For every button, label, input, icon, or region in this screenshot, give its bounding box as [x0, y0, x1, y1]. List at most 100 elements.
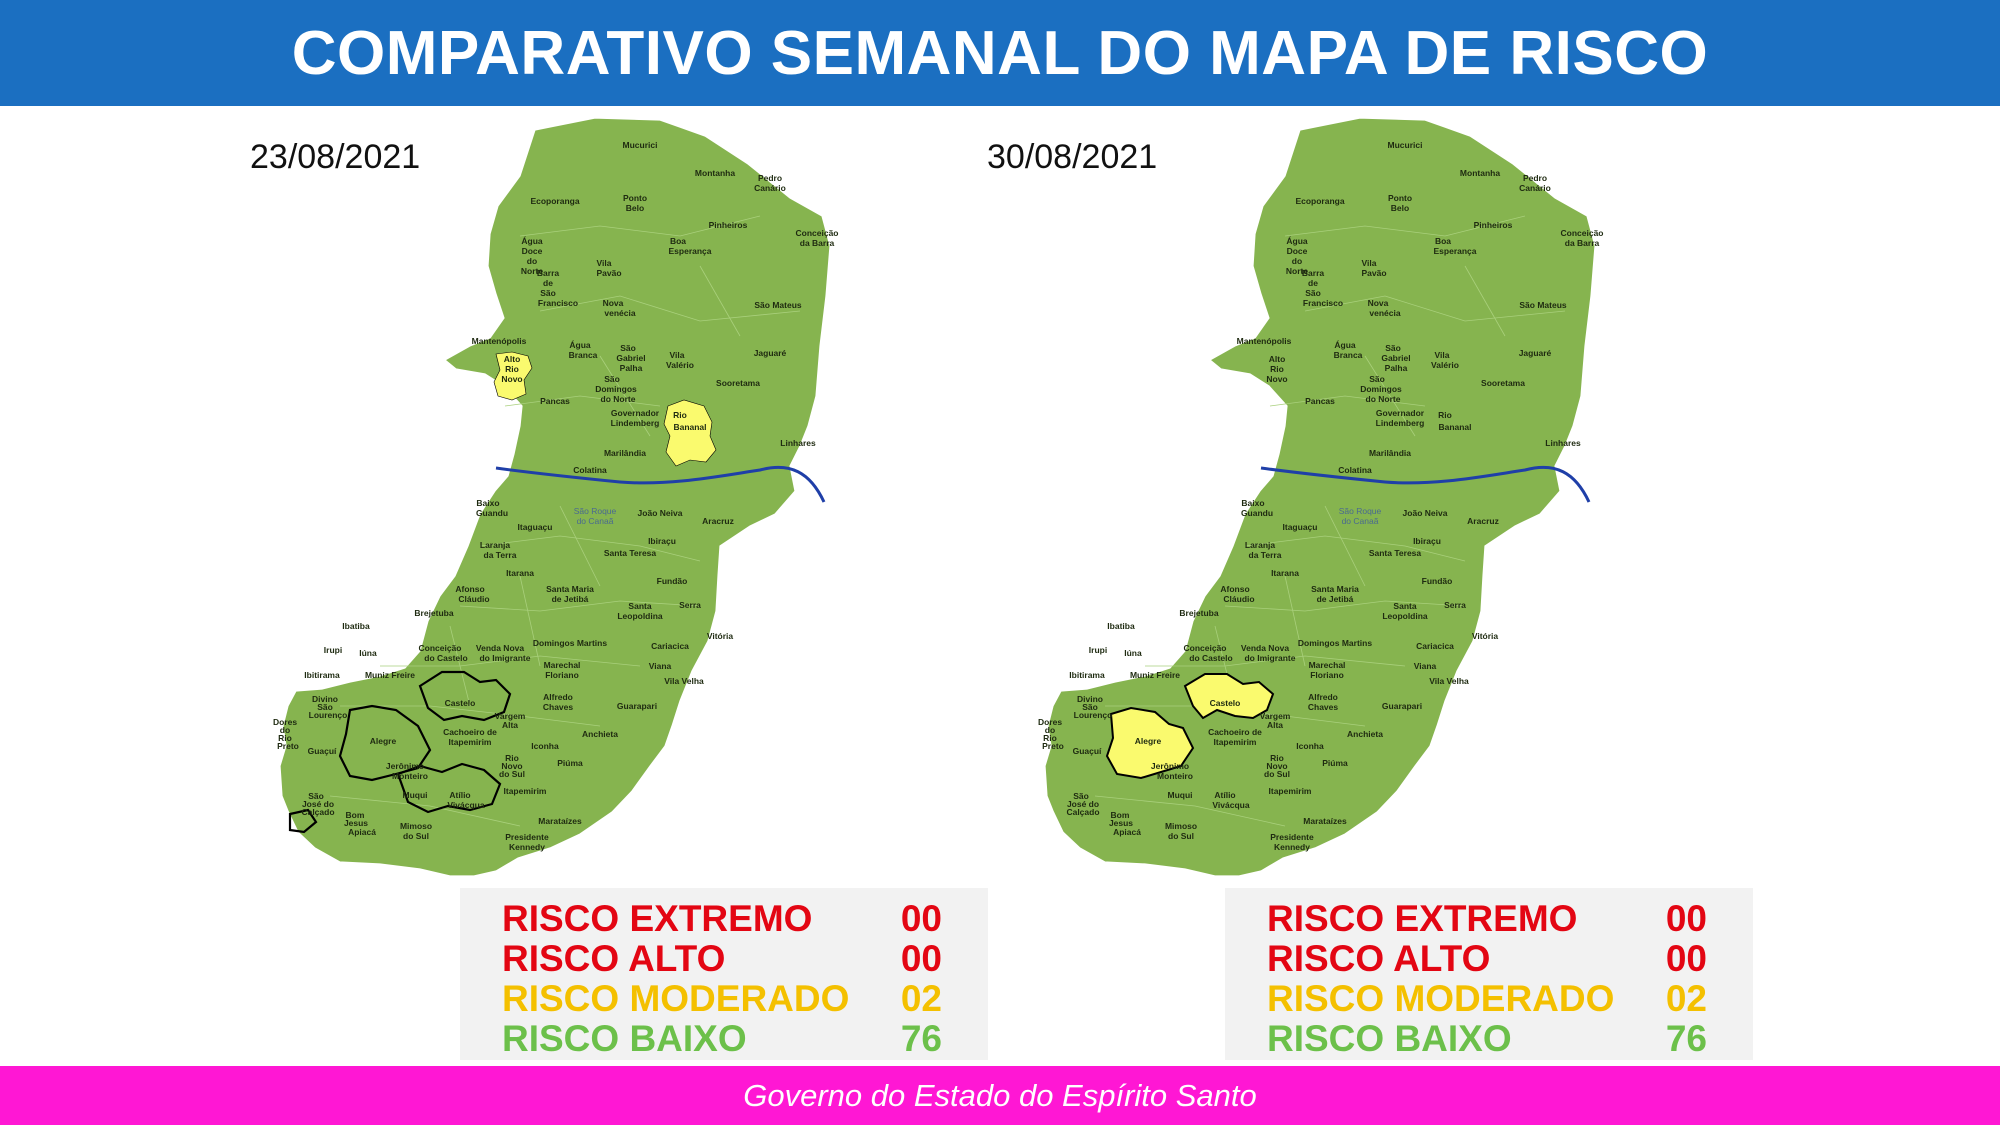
- municipality-label: Irupi: [1089, 645, 1107, 655]
- municipality-label: Itaguaçu: [1283, 522, 1318, 532]
- municipality-label: Santa Maria: [546, 584, 594, 594]
- legend-label: RISCO EXTREMO: [1267, 898, 1578, 939]
- municipality-label: Gabriel: [1381, 353, 1410, 363]
- municipality-label: Pinheiros: [1474, 220, 1513, 230]
- municipality-label: Nova: [1368, 298, 1389, 308]
- municipality-label: Doce: [1287, 246, 1308, 256]
- municipality-label: Guarapari: [1382, 701, 1422, 711]
- municipality-label: do Norte: [1366, 394, 1401, 404]
- municipality-label: Santa Teresa: [604, 548, 657, 558]
- municipality-label: Nova: [603, 298, 624, 308]
- municipality-label: Monteiro: [1157, 771, 1193, 781]
- municipality-label: José do: [1067, 799, 1099, 809]
- river-doce: [495, 465, 826, 503]
- municipality-label: Ibatiba: [1107, 621, 1135, 631]
- municipality-label: Rio: [505, 753, 519, 763]
- municipality-label: Castelo: [445, 698, 476, 708]
- municipality-label: Pedro: [1523, 173, 1547, 183]
- municipality-label: Esperança: [669, 246, 712, 256]
- municipality-label: Marechal: [1309, 660, 1346, 670]
- municipality-label: Marataízes: [538, 816, 582, 826]
- municipality-label: Apiacá: [348, 827, 376, 837]
- municipality-label: da Terra: [1249, 550, 1282, 560]
- municipality-label: Conceição: [1184, 643, 1227, 653]
- municipality-label: Viana: [1414, 661, 1437, 671]
- municipality-label: Santa: [1393, 601, 1416, 611]
- municipality-label: Mimoso: [1165, 821, 1197, 831]
- legend-row-moderado: RISCO MODERADO 02: [502, 978, 942, 1019]
- footer-text: Governo do Estado do Espírito Santo: [743, 1077, 1257, 1113]
- municipality-label: da Terra: [484, 550, 517, 560]
- municipality-label: do Norte: [601, 394, 636, 404]
- legend-row-extremo: RISCO EXTREMO 00: [502, 898, 942, 939]
- municipality-label: Guaçuí: [308, 746, 337, 756]
- river-doce: [1260, 465, 1591, 503]
- municipality-label: do Canaã: [1342, 516, 1379, 526]
- municipality-label: Santa Maria: [1311, 584, 1359, 594]
- municipality-label: do Sul: [1168, 831, 1194, 841]
- municipality-label: Preto: [1042, 741, 1064, 751]
- municipality-label: Guandu: [476, 508, 508, 518]
- municipality-label: Esperança: [1434, 246, 1477, 256]
- legend-label: RISCO BAIXO: [502, 1018, 747, 1059]
- municipality-label: do: [527, 256, 537, 266]
- municipality-label: Presidente: [1270, 832, 1314, 842]
- municipality-label: da Barra: [1565, 238, 1600, 248]
- municipality-label: Muqui: [402, 790, 427, 800]
- municipality-label: Rio: [1270, 753, 1284, 763]
- page-title: COMPARATIVO SEMANAL DO MAPA DE RISCO: [291, 18, 1709, 88]
- municipality-label: do Castelo: [424, 653, 467, 663]
- legend-label: RISCO ALTO: [1267, 938, 1491, 979]
- legend-label: RISCO EXTREMO: [502, 898, 813, 939]
- municipality-label: Palha: [620, 363, 643, 373]
- municipality-label: Bananal: [1438, 422, 1471, 432]
- municipality-label: Vitória: [707, 631, 734, 641]
- legend-value: 02: [1665, 978, 1707, 1019]
- municipality-label: Rio: [1043, 733, 1057, 743]
- municipality-label: Marechal: [544, 660, 581, 670]
- municipality-label: Canário: [1519, 183, 1551, 193]
- municipality-label: Ponto: [1388, 193, 1412, 203]
- municipality-label: Mucurici: [623, 140, 658, 150]
- legend-value: 00: [900, 898, 942, 939]
- municipality-label: Calçado: [1066, 807, 1099, 817]
- municipality-label: Pancas: [540, 396, 570, 406]
- municipality-label: Branca: [1334, 350, 1363, 360]
- municipality-label: Domingos: [1360, 384, 1402, 394]
- municipality-label: Alfredo: [543, 692, 573, 702]
- municipality-label: de: [543, 278, 553, 288]
- municipality-label: Serra: [679, 600, 701, 610]
- municipality-label: Guaçuí: [1073, 746, 1102, 756]
- municipality-label: Alto: [1269, 354, 1286, 364]
- municipality-label: Bom: [346, 810, 365, 820]
- municipality-label: Norte: [1286, 266, 1308, 276]
- municipality-label: Aracruz: [702, 516, 734, 526]
- municipality-label: Ponto: [623, 193, 647, 203]
- municipality-label: Atílio: [1214, 790, 1235, 800]
- date-label: 23/08/2021: [250, 138, 421, 176]
- municipality-label: do: [280, 725, 290, 735]
- municipality-label: de: [1308, 278, 1318, 288]
- municipality-label: Ibatiba: [342, 621, 370, 631]
- municipality-label: Piúma: [1322, 758, 1348, 768]
- municipality-label: São: [1073, 791, 1089, 801]
- municipality-label: Baixo: [476, 498, 499, 508]
- moderate-risk-region: [663, 399, 717, 467]
- municipality-label: Jesus: [1109, 818, 1133, 828]
- legend-value: 76: [900, 1018, 942, 1059]
- legend-value: 00: [900, 938, 942, 979]
- municipality-label: Vivácqua: [447, 800, 484, 810]
- municipality-label: do: [1292, 256, 1302, 266]
- municipality-label: Colatina: [1338, 465, 1372, 475]
- municipality-label: Domingos Martins: [533, 638, 607, 648]
- municipality-label: Iúna: [1124, 648, 1142, 658]
- moderate-risk-region: [1105, 706, 1195, 780]
- legend-value: 00: [1665, 938, 1707, 979]
- municipality-label: Afonso: [455, 584, 484, 594]
- municipality-label: Rio: [673, 410, 687, 420]
- municipality-label: Lourenço: [1074, 710, 1113, 720]
- municipality-label: São: [604, 374, 620, 384]
- municipality-label: Belo: [626, 203, 644, 213]
- municipality-label: Novo: [1266, 374, 1287, 384]
